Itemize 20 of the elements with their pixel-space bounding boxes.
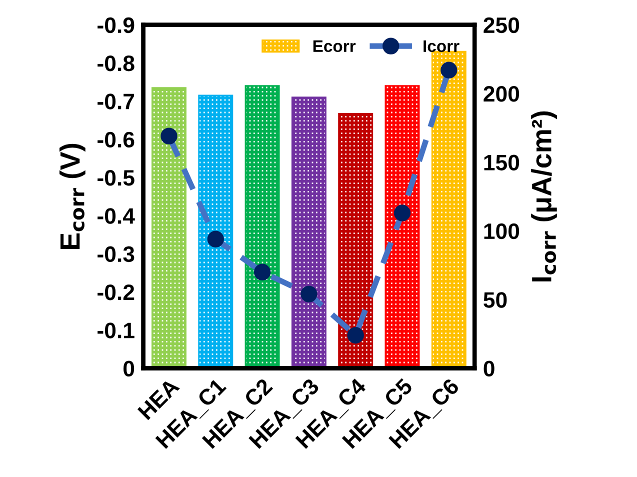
- y2-axis-title: I$_{corr}$ (μA/cm²): [531, 111, 557, 282]
- y-tick-label: -0.3: [98, 246, 134, 262]
- y2-tick-label: 150: [484, 154, 520, 170]
- y2-tick-label: 100: [484, 223, 520, 240]
- y2-tick-label: 250: [484, 17, 520, 34]
- y-tick-label: -0.9: [98, 17, 134, 34]
- y-tick-label: -0.6: [98, 132, 134, 148]
- y2-tick-label: 0: [484, 360, 494, 377]
- y-tick-label: -0.2: [98, 284, 134, 300]
- y-axis-title: E$_{corr}$ (V): [59, 144, 86, 249]
- y2-tick-label: 200: [484, 86, 520, 102]
- y-tick-label: -0.7: [98, 94, 134, 110]
- y-tick-label: 0: [124, 360, 134, 377]
- y-tick-label: -0.5: [98, 170, 134, 186]
- legend-label: Ecorr: [313, 40, 356, 52]
- y-tick-label: -0.8: [98, 56, 134, 72]
- y2-tick-label: 50: [484, 292, 507, 308]
- legend-label: Icorr: [424, 40, 460, 52]
- y-tick-label: -0.4: [98, 208, 135, 224]
- y-tick-label: -0.1: [98, 322, 134, 338]
